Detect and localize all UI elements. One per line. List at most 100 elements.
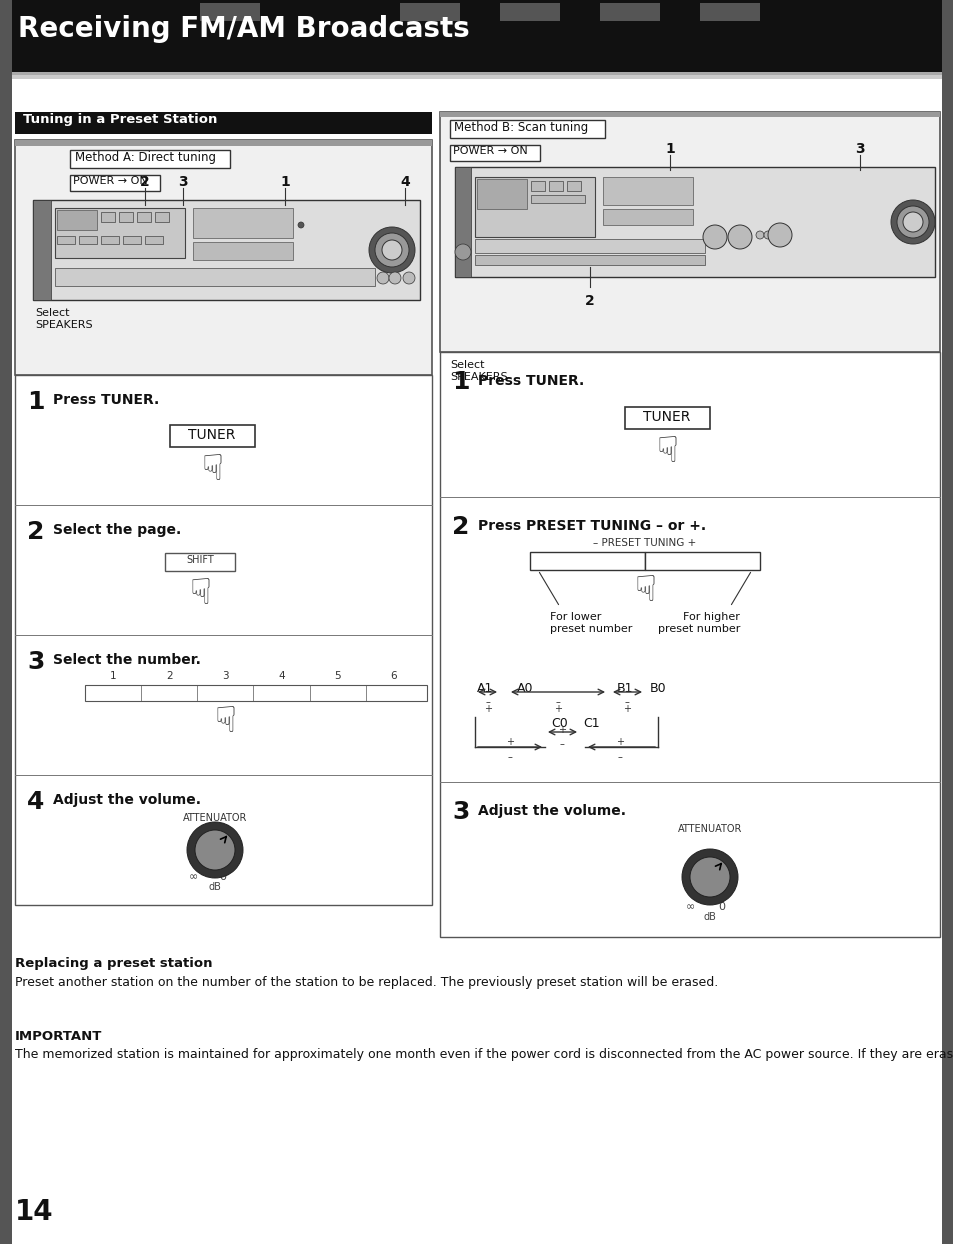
Bar <box>170 425 254 447</box>
Bar <box>700 2 760 21</box>
Text: POWER → ON: POWER → ON <box>453 146 527 156</box>
Text: B0: B0 <box>649 682 665 695</box>
Bar <box>602 209 692 225</box>
Bar <box>475 239 704 253</box>
Circle shape <box>767 223 791 248</box>
Bar <box>154 211 169 221</box>
Bar <box>200 2 260 21</box>
Bar <box>137 211 151 221</box>
Text: Method B: Scan tuning: Method B: Scan tuning <box>454 121 588 134</box>
Text: +: + <box>483 704 492 714</box>
Text: TUNER: TUNER <box>188 428 235 442</box>
Bar <box>0 0 953 15</box>
Bar <box>193 208 293 238</box>
Text: Method A: Direct tuning: Method A: Direct tuning <box>75 151 215 164</box>
Text: For higher
preset number: For higher preset number <box>657 612 740 634</box>
Bar <box>531 180 544 192</box>
Bar <box>450 146 539 160</box>
Bar <box>55 267 375 286</box>
Bar <box>624 407 709 429</box>
Text: ☟: ☟ <box>201 453 223 486</box>
Text: Receiving FM/AM Broadcasts: Receiving FM/AM Broadcasts <box>18 15 469 44</box>
Text: Select the page.: Select the page. <box>53 522 181 537</box>
Text: +: + <box>616 736 623 746</box>
Bar <box>15 112 432 134</box>
Bar <box>101 236 119 244</box>
Bar <box>55 208 185 258</box>
Text: Replacing a preset station: Replacing a preset station <box>15 957 213 970</box>
Bar <box>475 177 595 238</box>
Text: ATTENUATOR: ATTENUATOR <box>677 824 741 833</box>
Circle shape <box>727 225 751 249</box>
Text: ☟: ☟ <box>656 435 678 469</box>
Bar <box>548 180 562 192</box>
Text: 1: 1 <box>27 391 45 414</box>
Circle shape <box>187 822 243 878</box>
Text: 14: 14 <box>15 1198 53 1227</box>
Text: 1: 1 <box>280 175 290 189</box>
Text: 6: 6 <box>390 671 396 680</box>
Bar <box>599 2 659 21</box>
Circle shape <box>402 272 415 284</box>
Text: +: + <box>554 704 561 714</box>
Text: –: – <box>555 697 559 707</box>
Text: SHIFT: SHIFT <box>186 555 213 565</box>
Bar <box>531 195 584 203</box>
Bar <box>15 374 432 904</box>
Bar <box>15 141 432 146</box>
Text: 4: 4 <box>27 790 45 814</box>
Text: 0: 0 <box>219 872 226 882</box>
Circle shape <box>763 231 771 239</box>
Text: 4: 4 <box>399 175 410 189</box>
Text: 2: 2 <box>140 175 150 189</box>
Bar <box>0 0 953 72</box>
Text: POWER → ON: POWER → ON <box>73 175 148 187</box>
Text: Tuning in a Preset Station: Tuning in a Preset Station <box>23 113 217 126</box>
Text: Adjust the volume.: Adjust the volume. <box>477 804 625 819</box>
Text: –: – <box>485 697 490 707</box>
Bar <box>476 179 526 209</box>
Circle shape <box>902 211 923 231</box>
Text: 3: 3 <box>854 142 864 156</box>
Text: A1: A1 <box>476 682 493 695</box>
Bar <box>455 167 471 277</box>
Text: –: – <box>559 739 564 749</box>
Bar <box>15 141 432 374</box>
Bar <box>33 200 419 300</box>
Text: 1: 1 <box>452 369 469 394</box>
Text: ∞: ∞ <box>188 872 197 882</box>
Text: ∞: ∞ <box>684 902 694 912</box>
Circle shape <box>202 837 228 863</box>
Bar <box>399 2 459 21</box>
Bar <box>123 236 141 244</box>
Circle shape <box>681 848 738 904</box>
Text: +: + <box>622 704 630 714</box>
Bar <box>644 552 760 570</box>
Bar <box>455 167 934 277</box>
Text: 5: 5 <box>335 671 341 680</box>
Bar <box>101 211 115 221</box>
Bar <box>602 177 692 205</box>
Bar <box>499 2 559 21</box>
Text: 3: 3 <box>27 651 45 674</box>
Text: dB: dB <box>209 882 221 892</box>
Circle shape <box>381 240 401 260</box>
Text: 3: 3 <box>222 671 229 680</box>
Circle shape <box>890 200 934 244</box>
Text: Select the number.: Select the number. <box>53 653 201 667</box>
Text: ATTENUATOR: ATTENUATOR <box>183 814 247 824</box>
Circle shape <box>194 830 234 870</box>
Text: –: – <box>617 753 621 763</box>
Text: Press TUNER.: Press TUNER. <box>477 374 583 388</box>
Bar <box>530 552 644 570</box>
Text: 3: 3 <box>178 175 188 189</box>
Circle shape <box>375 233 409 267</box>
Bar <box>70 175 160 192</box>
Text: C0: C0 <box>551 717 568 730</box>
Bar <box>79 236 97 244</box>
Circle shape <box>689 857 729 897</box>
Text: 2: 2 <box>452 515 469 539</box>
Circle shape <box>297 221 304 228</box>
Text: 2: 2 <box>584 294 595 309</box>
Text: IMPORTANT: IMPORTANT <box>15 1030 102 1042</box>
